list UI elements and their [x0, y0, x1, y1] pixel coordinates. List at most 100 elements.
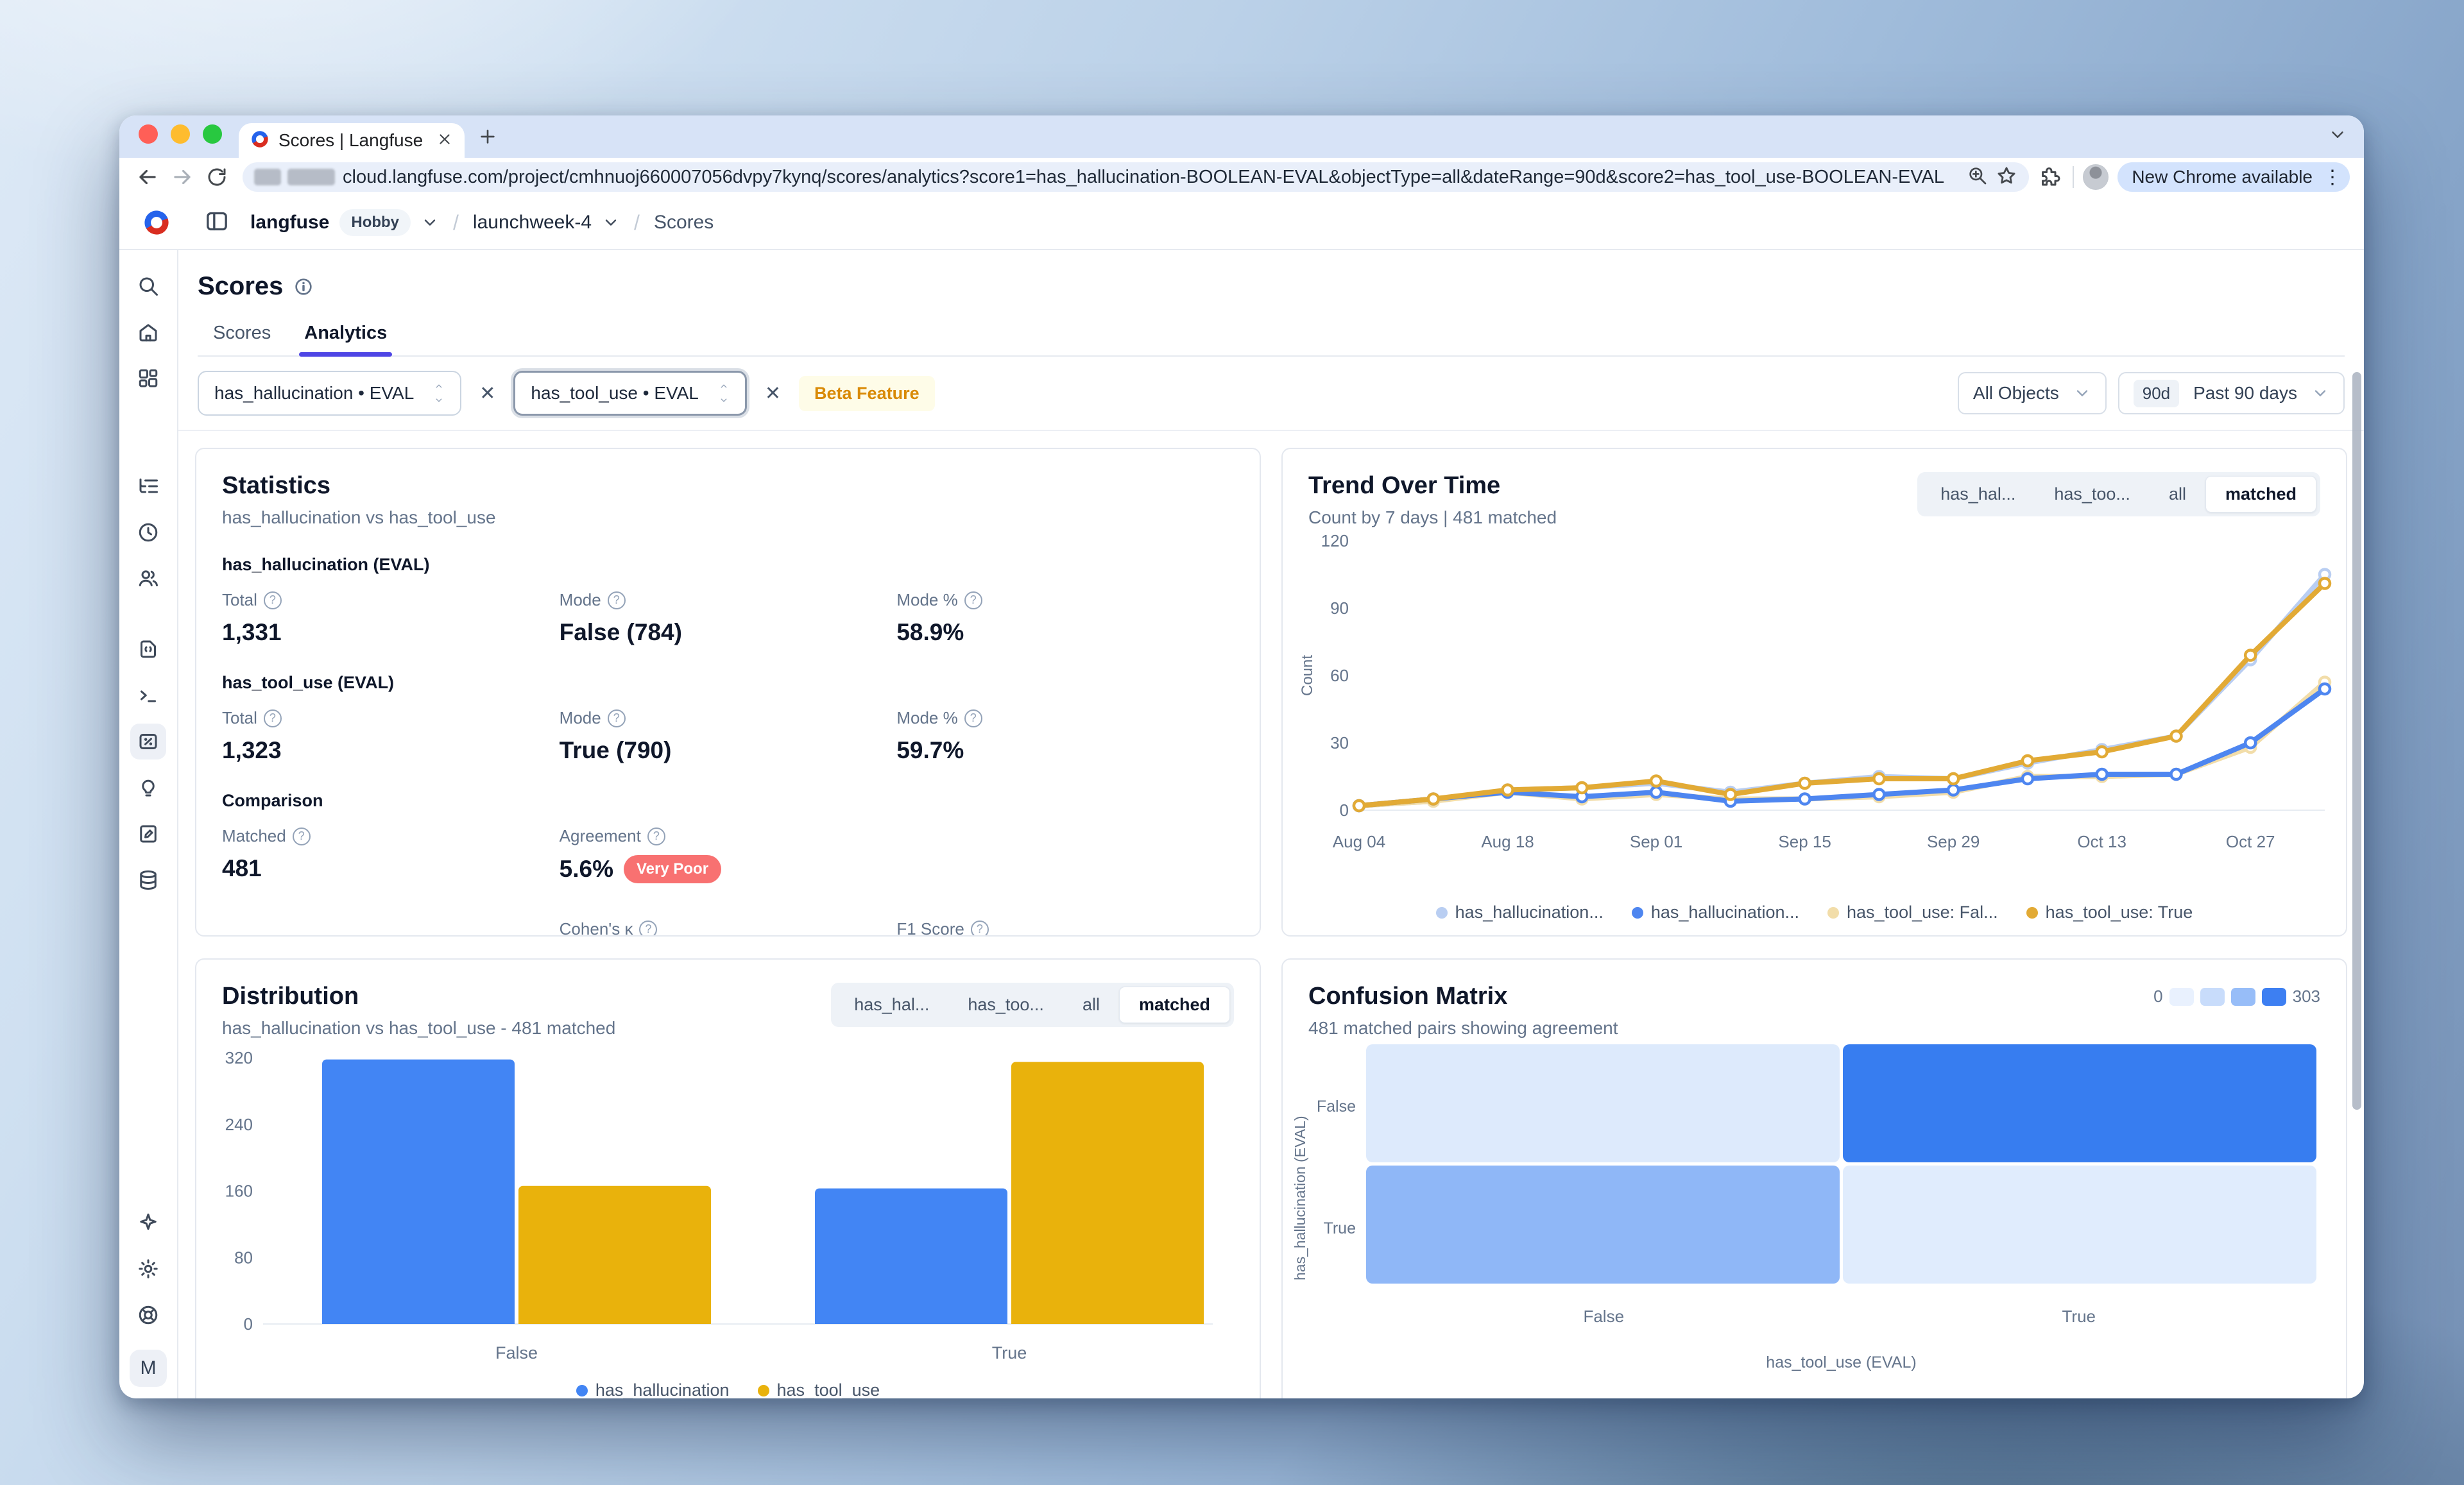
legend-item[interactable]: has_hallucination... — [1631, 903, 1799, 922]
zoom-page-icon[interactable] — [1967, 165, 1988, 189]
sidebar-item-traces[interactable] — [130, 468, 166, 504]
trend-panel: Trend Over Time Count by 7 days | 481 ma… — [1281, 448, 2347, 937]
sidebar-item-scores[interactable] — [130, 724, 166, 759]
metric-label: Mode — [559, 708, 601, 727]
scrollbar-thumb[interactable] — [2352, 372, 2361, 1110]
project-chevron-down-icon[interactable] — [602, 214, 620, 232]
range-chevron-down-icon — [2314, 390, 2326, 396]
question-icon[interactable]: ? — [607, 709, 626, 727]
tab-search-chevron-icon[interactable] — [2328, 125, 2347, 148]
url-bar[interactable]: cloud.langfuse.com/project/cmhnuoj660007… — [243, 162, 2030, 192]
sidebar-item-dashboards[interactable] — [130, 361, 166, 396]
svg-text:0: 0 — [244, 1314, 253, 1334]
sidebar-item-home[interactable] — [130, 314, 166, 350]
dist-seg-has-hal[interactable]: has_hal... — [835, 987, 948, 1023]
sidebar-item-annotation[interactable] — [130, 816, 166, 852]
sidebar-toggle-icon[interactable] — [204, 208, 230, 237]
confusion-cell-true-true[interactable] — [1843, 1166, 2316, 1284]
sidebar-item-support[interactable] — [130, 1297, 166, 1333]
forward-icon[interactable] — [168, 163, 196, 191]
legend-item[interactable]: has_hallucination... — [1435, 903, 1604, 922]
date-range-select[interactable]: 90d Past 90 days — [2118, 372, 2345, 414]
kebab-menu-icon[interactable]: ⋮ — [2323, 166, 2342, 188]
svg-text:Sep 01: Sep 01 — [1630, 832, 1682, 851]
sidebar-item-prompts[interactable] — [130, 631, 166, 667]
fullscreen-window-button[interactable] — [203, 124, 222, 144]
remove-score2-icon[interactable]: ✕ — [758, 382, 787, 405]
score2-select[interactable]: has_tool_use • EVAL — [513, 371, 747, 416]
confusion-cell-false-true[interactable] — [1843, 1044, 2316, 1162]
trend-seg-all[interactable]: all — [2150, 477, 2205, 512]
close-tab-icon[interactable] — [436, 131, 453, 151]
extensions-puzzle-icon[interactable] — [2035, 163, 2064, 191]
question-icon[interactable]: ? — [263, 591, 282, 609]
sidebar-item-whats-new[interactable] — [130, 1205, 166, 1241]
trend-seg-has-hal[interactable]: has_hal... — [1921, 477, 2035, 512]
sidebar-item-users[interactable] — [130, 561, 166, 597]
new-tab-button[interactable] — [477, 126, 498, 150]
confusion-col-label-false: False — [1583, 1307, 1625, 1326]
sidebar-item-insights[interactable] — [130, 770, 166, 806]
confusion-cell-true-false[interactable] — [1366, 1166, 1840, 1284]
browser-tab[interactable]: Scores | Langfuse — [239, 123, 465, 158]
distribution-legend: has_hallucination has_tool_use — [196, 1380, 1260, 1398]
dist-seg-all[interactable]: all — [1063, 987, 1119, 1023]
score1-select[interactable]: has_hallucination • EVAL — [198, 371, 462, 416]
trend-chart: 0 30 60 90 120 Count Aug 04 Aug 18 Sep 01 Sep 15 S… — [1299, 531, 2332, 851]
question-icon[interactable]: ? — [647, 827, 665, 845]
svg-text:Oct 13: Oct 13 — [2077, 832, 2126, 851]
main-content: Scores Scores Analytics has_hallucinatio… — [178, 250, 2364, 1398]
sidebar-item-settings[interactable] — [130, 1251, 166, 1287]
tab-analytics[interactable]: Analytics — [290, 318, 401, 357]
trend-seg-matched[interactable]: matched — [2205, 476, 2316, 513]
dist-seg-has-too[interactable]: has_too... — [948, 987, 1063, 1023]
minimize-window-button[interactable] — [171, 124, 190, 144]
legend-item[interactable]: has_tool_use — [757, 1380, 880, 1398]
metric-label: Mode % — [896, 590, 958, 609]
scale-swatch-1 — [2169, 987, 2194, 1006]
breadcrumb-separator: / — [453, 210, 459, 234]
object-type-select[interactable]: All Objects — [1957, 372, 2107, 414]
legend-item[interactable]: has_hallucination — [576, 1380, 730, 1398]
bookmark-star-icon[interactable] — [1996, 165, 2017, 190]
legend-item[interactable]: has_tool_use: Fal... — [1827, 903, 1998, 922]
reload-icon[interactable] — [203, 163, 231, 191]
question-icon[interactable]: ? — [607, 591, 626, 609]
metric-label: Mode % — [896, 708, 958, 727]
back-icon[interactable] — [133, 163, 162, 191]
tab-strip: Scores | Langfuse — [119, 115, 2364, 158]
distribution-title: Distribution — [222, 983, 359, 1010]
trend-seg-has-too[interactable]: has_too... — [2035, 477, 2150, 512]
object-chevron-down-icon — [2076, 390, 2087, 396]
sidebar-item-sessions[interactable] — [130, 514, 166, 550]
info-icon[interactable] — [293, 276, 314, 297]
statistics-panel: Statistics has_hallucination vs has_tool… — [195, 448, 1261, 937]
org-chevron-down-icon[interactable] — [421, 214, 439, 232]
metric-label: Agreement — [559, 826, 641, 845]
question-icon[interactable]: ? — [964, 591, 982, 609]
confusion-row-label-false: False — [1316, 1098, 1356, 1116]
question-icon[interactable]: ? — [292, 827, 311, 845]
legend-item[interactable]: has_tool_use: True — [2026, 903, 2193, 922]
update-chrome-pill[interactable]: New Chrome available ⋮ — [2118, 162, 2350, 192]
question-icon[interactable]: ? — [639, 920, 658, 935]
question-icon[interactable]: ? — [970, 920, 989, 935]
remove-score1-icon[interactable]: ✕ — [473, 382, 502, 405]
score2-value: has_tool_use • EVAL — [531, 383, 699, 403]
update-chrome-label: New Chrome available — [2132, 167, 2313, 187]
org-name[interactable]: langfuse — [250, 212, 330, 233]
sidebar-item-search[interactable] — [130, 268, 166, 304]
dist-seg-matched[interactable]: matched — [1118, 987, 1230, 1023]
profile-avatar[interactable] — [2083, 164, 2109, 190]
project-name[interactable]: launchweek-4 — [472, 212, 592, 233]
redacted-url-segment — [254, 169, 335, 185]
sidebar-item-playground[interactable] — [130, 677, 166, 713]
user-avatar[interactable]: M — [130, 1350, 167, 1387]
confusion-cell-false-false[interactable] — [1366, 1044, 1840, 1162]
question-icon[interactable]: ? — [263, 709, 282, 727]
tab-scores[interactable]: Scores — [213, 323, 271, 343]
close-window-button[interactable] — [139, 124, 158, 144]
browser-toolbar: cloud.langfuse.com/project/cmhnuoj660007… — [119, 158, 2364, 196]
question-icon[interactable]: ? — [964, 709, 982, 727]
sidebar-item-datasets[interactable] — [130, 862, 166, 898]
